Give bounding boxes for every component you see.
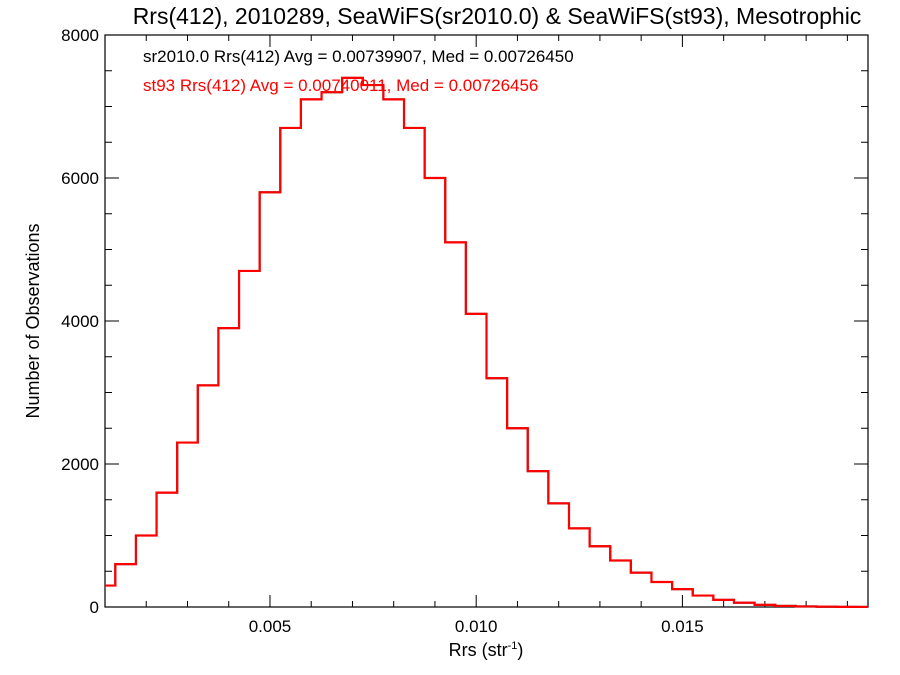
y-axis-label: Number of Observations xyxy=(23,223,43,418)
x-axis-label-close: ) xyxy=(517,640,523,660)
plot-area: 0.005 0.010 0.015 0 2000 4000 6000 8000 xyxy=(61,26,869,636)
y-tick-label: 6000 xyxy=(61,169,99,188)
y-tick-label: 2000 xyxy=(61,455,99,474)
x-axis-label-main: Rrs (str xyxy=(449,640,508,660)
histogram-series-1 xyxy=(105,76,868,609)
annotation-st93: st93 Rrs(412) Avg = 0.00740011, Med = 0.… xyxy=(143,76,538,95)
annotation-sr2010: sr2010.0 Rrs(412) Avg = 0.00739907, Med … xyxy=(143,47,574,66)
x-tick-label: 0.005 xyxy=(249,617,292,636)
x-axis-ticks: 0.005 0.010 0.015 xyxy=(145,35,848,636)
series-layer xyxy=(105,76,868,609)
chart-title: Rrs(412), 2010289, SeaWiFS(sr2010.0) & S… xyxy=(133,3,862,29)
y-tick-label: 0 xyxy=(90,598,99,617)
x-tick-label: 0.015 xyxy=(661,617,704,636)
x-axis-label: Rrs (str-1) xyxy=(449,640,524,660)
x-tick-label: 0.010 xyxy=(455,617,498,636)
y-axis-ticks: 0 2000 4000 6000 8000 xyxy=(61,26,868,617)
x-axis-label-superscript: -1 xyxy=(508,640,518,652)
y-tick-label: 8000 xyxy=(61,26,99,45)
y-tick-label: 4000 xyxy=(61,312,99,331)
